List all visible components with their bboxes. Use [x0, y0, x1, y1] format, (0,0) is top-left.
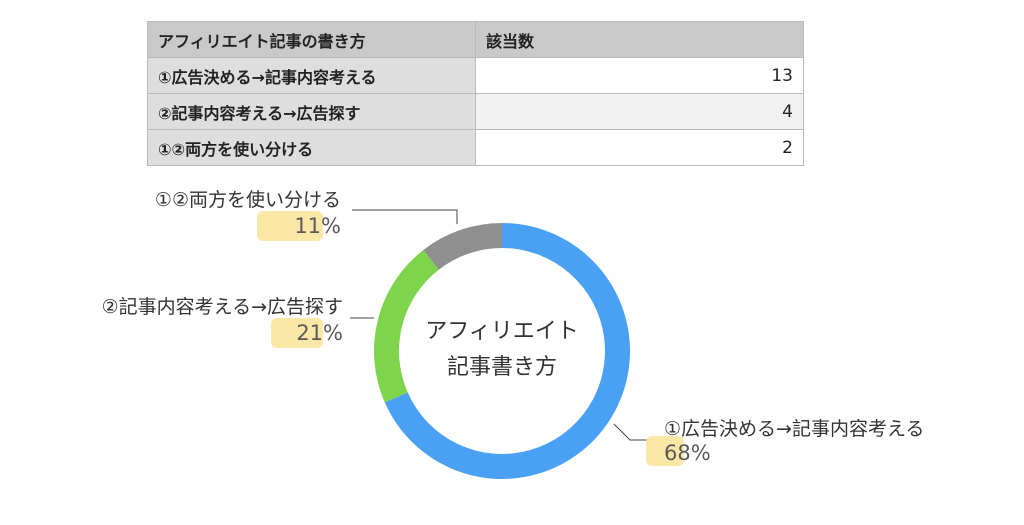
percent-highlight	[271, 318, 323, 348]
callout-slice-3: ①②両方を使い分ける 11%	[155, 189, 458, 241]
slice-percent: 21%	[296, 321, 343, 345]
slice-percent: 11%	[294, 214, 341, 238]
callout-slice-2: ②記事内容考える→広告探す 21%	[102, 296, 374, 348]
leader-line	[352, 209, 458, 224]
column-header-count: 該当数	[475, 21, 804, 58]
table-row: ②記事内容考える→広告探す 4	[147, 93, 804, 130]
slice-label: ①広告決める→記事内容考える	[664, 418, 924, 440]
donut-slice-2	[374, 249, 439, 403]
percent-highlight	[646, 436, 684, 466]
chart-title-line-1: アフィリエイト	[425, 319, 579, 344]
donut-slice-3	[423, 223, 502, 270]
row-count: 4	[475, 93, 804, 130]
donut-slices	[374, 223, 630, 479]
column-header-method: アフィリエイト記事の書き方	[147, 21, 476, 58]
slice-percent: 68%	[664, 441, 711, 465]
percent-highlight	[257, 211, 323, 241]
row-count: 13	[475, 57, 804, 94]
summary-table: アフィリエイト記事の書き方 該当数 ①広告決める→記事内容考える 13 ②記事内…	[147, 21, 804, 166]
table-row: ①広告決める→記事内容考える 13	[147, 57, 804, 94]
callout-slice-1: ①広告決める→記事内容考える 68%	[613, 418, 924, 466]
row-count: 2	[475, 129, 804, 166]
slice-label: ①②両方を使い分ける	[155, 189, 341, 211]
table-row: ①②両方を使い分ける 2	[147, 129, 804, 166]
table-header-row: アフィリエイト記事の書き方 該当数	[147, 21, 804, 58]
slice-label: ②記事内容考える→広告探す	[102, 296, 343, 318]
row-label: ①②両方を使い分ける	[147, 129, 476, 166]
row-label: ②記事内容考える→広告探す	[147, 93, 476, 130]
chart-title-line-2: 記事書き方	[447, 355, 557, 380]
